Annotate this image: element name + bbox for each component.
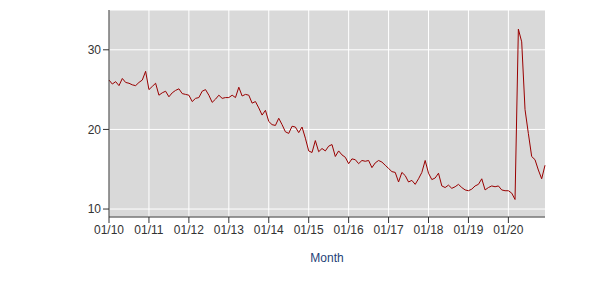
- svg-text:01/16: 01/16: [334, 223, 364, 237]
- svg-text:20: 20: [88, 123, 102, 137]
- svg-text:01/15: 01/15: [294, 223, 324, 237]
- svg-text:01/12: 01/12: [174, 223, 204, 237]
- svg-text:01/19: 01/19: [453, 223, 483, 237]
- svg-text:30: 30: [88, 43, 102, 57]
- svg-text:01/13: 01/13: [214, 223, 244, 237]
- svg-text:01/20: 01/20: [493, 223, 523, 237]
- svg-text:01/17: 01/17: [374, 223, 404, 237]
- svg-text:01/10: 01/10: [94, 223, 124, 237]
- svg-text:Month: Month: [310, 251, 343, 265]
- svg-text:01/11: 01/11: [134, 223, 163, 237]
- svg-text:01/18: 01/18: [413, 223, 443, 237]
- svg-text:01/14: 01/14: [254, 223, 284, 237]
- svg-text:10: 10: [88, 202, 102, 216]
